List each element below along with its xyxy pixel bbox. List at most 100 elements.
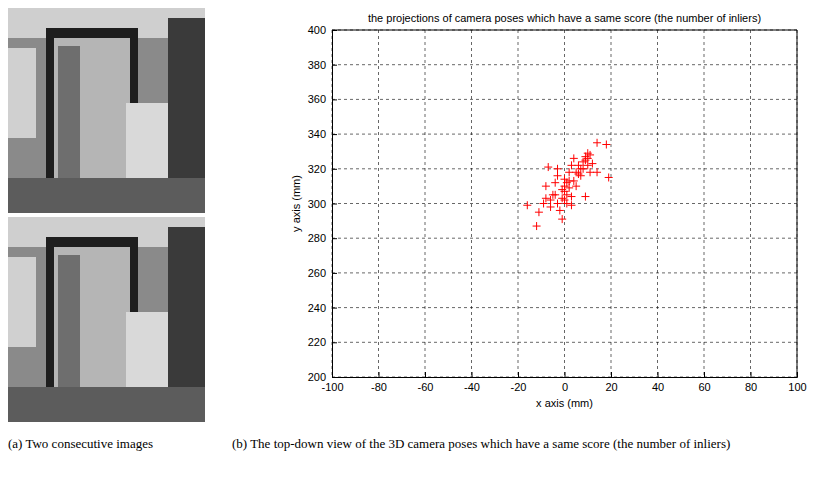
grid-line-x bbox=[378, 30, 379, 377]
y-tick: 360 bbox=[308, 93, 337, 105]
point bbox=[584, 149, 592, 157]
point bbox=[572, 182, 580, 190]
photo-background bbox=[8, 8, 205, 213]
photo-wall-board bbox=[8, 257, 36, 347]
x-tick-label: 100 bbox=[788, 381, 806, 393]
point bbox=[567, 161, 575, 169]
y-tick-label: 360 bbox=[308, 93, 326, 105]
x-tick: 60 bbox=[698, 372, 710, 393]
photo-wall-board bbox=[8, 48, 36, 138]
y-tick-label: 380 bbox=[308, 59, 326, 71]
grid bbox=[332, 30, 797, 377]
chart-title: the projections of camera poses which ha… bbox=[368, 12, 761, 24]
point bbox=[547, 196, 555, 204]
grid-line-y bbox=[332, 272, 797, 273]
point bbox=[547, 203, 555, 211]
grid-line-y bbox=[332, 342, 797, 343]
y-tick-mark bbox=[332, 342, 337, 343]
y-tick-label: 260 bbox=[308, 267, 326, 279]
grid-line-y bbox=[332, 307, 797, 308]
point bbox=[563, 179, 571, 187]
x-tick-label: 40 bbox=[652, 381, 664, 393]
caption-line: (b) The top-down view of the 3D camera p… bbox=[232, 436, 730, 451]
y-tick-mark bbox=[332, 377, 337, 378]
photo bbox=[8, 217, 205, 422]
x-tick-mark bbox=[751, 372, 752, 377]
point bbox=[586, 168, 594, 176]
photo-floor bbox=[8, 178, 205, 213]
y-tick-mark bbox=[332, 308, 337, 309]
point bbox=[558, 186, 566, 194]
grid-line-y bbox=[332, 64, 797, 65]
y-tick: 240 bbox=[308, 302, 337, 314]
y-tick-label: 340 bbox=[308, 128, 326, 140]
grid-line-y bbox=[332, 99, 797, 100]
point bbox=[577, 165, 585, 173]
x-tick-mark bbox=[704, 372, 705, 377]
x-tick-mark bbox=[611, 372, 612, 377]
photo bbox=[8, 8, 205, 213]
plot-frame bbox=[332, 30, 797, 377]
y-axis: 200220240260280300320340360380400 bbox=[308, 24, 337, 383]
point bbox=[593, 139, 601, 147]
x-tick: -80 bbox=[371, 372, 387, 393]
x-tick-label: 80 bbox=[745, 381, 757, 393]
y-tick-mark bbox=[332, 134, 337, 135]
point bbox=[544, 163, 552, 171]
point bbox=[588, 160, 596, 168]
grid-line-y bbox=[332, 238, 797, 239]
point bbox=[593, 168, 601, 176]
x-axis: -100-80-60-40-20020406080100 bbox=[321, 372, 806, 393]
point bbox=[542, 182, 550, 190]
y-tick-label: 240 bbox=[308, 302, 326, 314]
y-tick-mark bbox=[332, 238, 337, 239]
x-tick-mark bbox=[565, 372, 566, 377]
x-tick-label: -40 bbox=[464, 381, 480, 393]
x-tick: 40 bbox=[652, 372, 664, 393]
y-tick-mark bbox=[332, 273, 337, 274]
point bbox=[602, 141, 610, 149]
x-tick: -60 bbox=[418, 372, 434, 393]
point bbox=[605, 173, 613, 181]
points bbox=[523, 139, 612, 230]
y-tick-label: 320 bbox=[308, 163, 326, 175]
point bbox=[561, 196, 569, 204]
y-tick-mark bbox=[332, 99, 337, 100]
point bbox=[551, 179, 559, 187]
x-tick-mark bbox=[425, 372, 426, 377]
y-tick-mark bbox=[332, 169, 337, 170]
x-tick-label: 60 bbox=[698, 381, 710, 393]
point bbox=[565, 168, 573, 176]
x-tick: 20 bbox=[605, 372, 617, 393]
y-tick-mark bbox=[332, 30, 337, 31]
grid-line-y bbox=[332, 168, 797, 169]
point bbox=[581, 193, 589, 201]
figure: -100-80-60-40-20020406080100200220240260… bbox=[0, 0, 816, 487]
point bbox=[554, 172, 562, 180]
x-tick: -40 bbox=[464, 372, 480, 393]
y-tick-label: 400 bbox=[308, 24, 326, 36]
y-tick-mark bbox=[332, 204, 337, 205]
y-tick: 320 bbox=[308, 163, 337, 175]
point bbox=[551, 191, 559, 199]
point bbox=[535, 208, 543, 216]
grid-line-y bbox=[332, 134, 797, 135]
y-tick-label: 200 bbox=[308, 371, 326, 383]
x-axis-line bbox=[333, 372, 798, 378]
x-tick-label: -80 bbox=[371, 381, 387, 393]
x-tick-mark bbox=[797, 372, 798, 377]
y-tick: 260 bbox=[308, 267, 337, 279]
x-axis-title: x axis (mm) bbox=[536, 397, 593, 409]
y-tick: 340 bbox=[308, 128, 337, 140]
point bbox=[584, 161, 592, 169]
y-tick: 400 bbox=[308, 24, 337, 36]
x-tick-label: 20 bbox=[605, 381, 617, 393]
photo-floor bbox=[8, 387, 205, 422]
x-tick-label: -20 bbox=[511, 381, 527, 393]
y-tick-label: 300 bbox=[308, 198, 326, 210]
caption: (a) Two consecutive images bbox=[8, 436, 153, 451]
y-tick-label: 280 bbox=[308, 232, 326, 244]
y-tick: 300 bbox=[308, 198, 337, 210]
x-tick-mark bbox=[379, 372, 380, 377]
y-axis-line bbox=[333, 31, 338, 378]
